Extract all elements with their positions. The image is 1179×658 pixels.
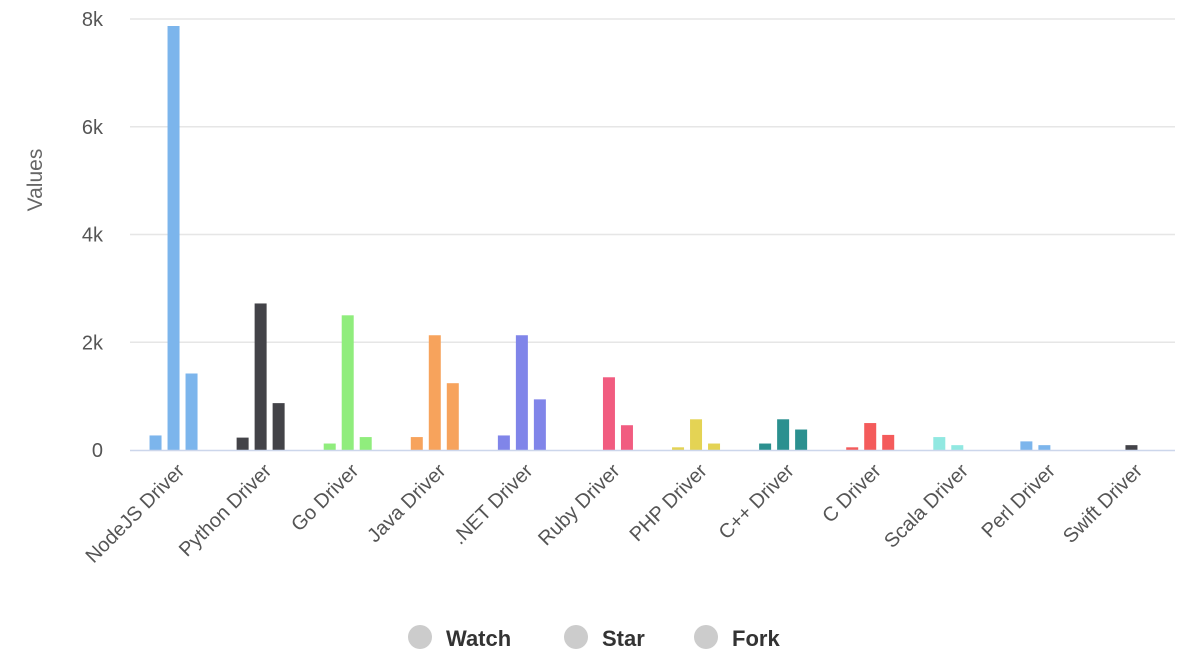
- legend-item-star[interactable]: Star: [564, 625, 645, 651]
- x-tick-label: NodeJS Driver: [82, 460, 190, 568]
- legend-label-star: Star: [602, 626, 645, 651]
- x-tick-label: Ruby Driver: [534, 460, 624, 550]
- x-tick-label: Go Driver: [287, 460, 363, 536]
- bar-watch[interactable]: [236, 437, 249, 450]
- bar-star[interactable]: [1038, 445, 1051, 450]
- bar-star[interactable]: [254, 303, 267, 450]
- y-tick-label: 8k: [82, 9, 104, 31]
- bar-star[interactable]: [341, 315, 354, 450]
- bar-fork[interactable]: [708, 443, 721, 450]
- y-tick-label: 4k: [82, 225, 104, 247]
- bar-fork[interactable]: [882, 434, 895, 450]
- bar-watch[interactable]: [846, 447, 859, 450]
- bar-watch[interactable]: [672, 447, 685, 450]
- x-tick-label: Perl Driver: [978, 460, 1061, 543]
- x-tick-label: Python Driver: [175, 460, 276, 561]
- bar-fork[interactable]: [446, 383, 459, 450]
- legend-marker-fork: [694, 625, 718, 649]
- bar-watch[interactable]: [759, 443, 772, 450]
- legend-item-watch[interactable]: Watch: [408, 625, 511, 651]
- bar-watch[interactable]: [410, 437, 423, 450]
- x-tick-label: Scala Driver: [880, 460, 973, 553]
- x-tick-label: C Driver: [818, 460, 886, 528]
- y-tick-label: 0: [92, 440, 103, 462]
- bar-star[interactable]: [690, 419, 703, 450]
- x-tick-label: C++ Driver: [715, 460, 799, 544]
- bar-watch[interactable]: [497, 435, 510, 450]
- bar-watch[interactable]: [323, 443, 336, 450]
- bar-star[interactable]: [777, 419, 790, 450]
- bar-fork[interactable]: [272, 403, 285, 450]
- x-tick-label: PHP Driver: [626, 460, 712, 546]
- grid-lines: [130, 18, 1175, 343]
- legend-item-fork[interactable]: Fork: [694, 625, 780, 651]
- bar-star[interactable]: [951, 445, 964, 450]
- legend-marker-star: [564, 625, 588, 649]
- y-tick-label: 2k: [82, 332, 104, 354]
- x-tick-label: .NET Driver: [448, 460, 537, 549]
- y-tick-label: 6k: [82, 117, 104, 139]
- bar-star[interactable]: [515, 335, 528, 450]
- bar-fork[interactable]: [359, 437, 372, 450]
- x-tick-label: Swift Driver: [1059, 460, 1147, 548]
- x-tick-label: Java Driver: [363, 460, 450, 547]
- bar-star[interactable]: [167, 26, 180, 450]
- legend: Watch Star Fork: [408, 625, 780, 651]
- y-axis-label: Values: [24, 149, 47, 212]
- bar-watch[interactable]: [933, 437, 946, 450]
- bar-star[interactable]: [602, 377, 615, 450]
- bar-star[interactable]: [864, 423, 877, 450]
- bar-fork[interactable]: [185, 373, 198, 450]
- bar-fork[interactable]: [620, 425, 633, 450]
- y-axis-ticks: 0 2k 4k 6k 8k: [82, 9, 104, 462]
- bars: [149, 26, 1138, 450]
- bar-watch[interactable]: [149, 435, 162, 450]
- legend-marker-watch: [408, 625, 432, 649]
- bar-watch[interactable]: [1020, 441, 1033, 450]
- legend-label-watch: Watch: [446, 626, 511, 651]
- bar-fork[interactable]: [533, 399, 546, 450]
- bar-star[interactable]: [428, 335, 441, 450]
- bar-fork[interactable]: [795, 429, 808, 450]
- bar-star[interactable]: [1125, 445, 1138, 450]
- legend-label-fork: Fork: [732, 626, 780, 651]
